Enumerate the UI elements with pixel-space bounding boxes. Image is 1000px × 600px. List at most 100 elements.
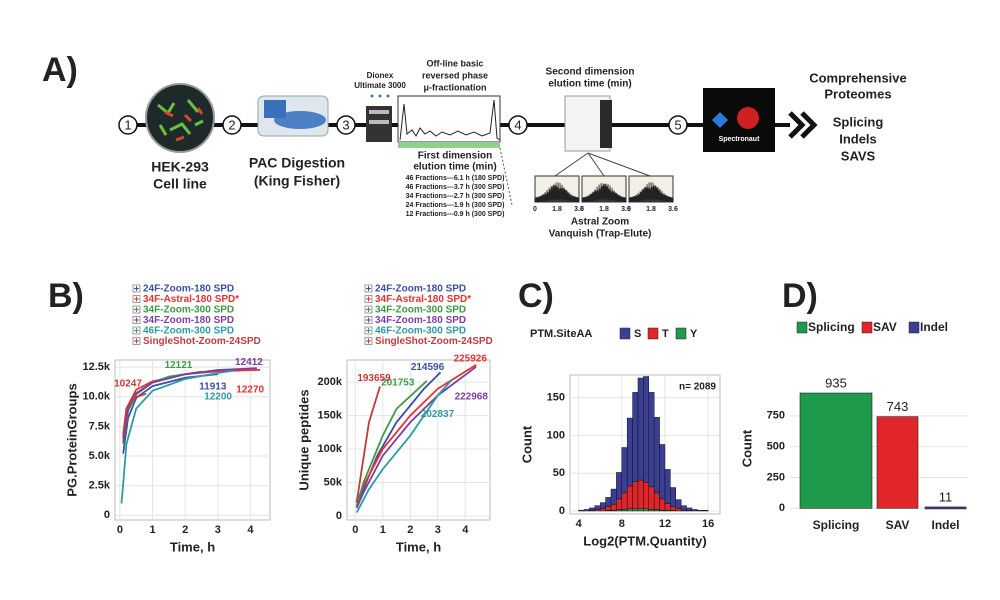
y-tick-label: 5.0k: [89, 450, 111, 462]
y-tick-label: 12.5k: [82, 361, 110, 373]
value-label: 201753: [381, 378, 415, 389]
output-item: Indels: [839, 131, 877, 146]
x-tick-label: 0: [117, 524, 123, 536]
lc-image: [369, 110, 389, 114]
second-dim-label: Second dimension: [546, 67, 635, 78]
fraction-line: 34 Fractions---2.7 h (300 SPD): [406, 193, 505, 200]
arrow: [800, 111, 818, 139]
instrument-label: Vanquish (Trap-Elute): [549, 229, 652, 240]
y-tick-label: 200k: [318, 376, 343, 388]
line: [355, 380, 428, 507]
y-tick-label: 500: [767, 441, 785, 453]
mini-chromatograms: 0 1.8 3.60 1.8 3.60 1.8 3.6: [533, 175, 678, 213]
output-title: Proteomes: [824, 86, 891, 101]
histogram-bar: [605, 506, 612, 511]
output-item: Splicing: [833, 114, 884, 129]
legend-icon: [134, 328, 139, 333]
histogram-bar: [675, 499, 682, 509]
bar: [799, 392, 873, 509]
histogram-bar: [643, 508, 650, 512]
histogram-bar: [675, 508, 682, 512]
digestion-label: PAC Digestion: [249, 155, 345, 171]
bar: [924, 506, 967, 510]
steps: 1 2 3 4 5: [118, 115, 688, 135]
legend-swatch: [619, 327, 631, 340]
legend-icon: [134, 286, 139, 291]
legend-swatch: [861, 321, 873, 334]
legend-icon: [366, 328, 371, 333]
y-tick-label: 7.5k: [89, 420, 111, 432]
step-circle: [222, 115, 242, 135]
software-name: Spectronaut: [719, 136, 761, 143]
lc-dot: [370, 94, 374, 98]
mini-tick-label: 1.8: [552, 206, 562, 213]
histogram-bar: [670, 506, 677, 511]
mini-trace: [628, 182, 674, 203]
value-label: 11913: [199, 382, 227, 393]
value-label: 935: [825, 375, 847, 390]
x-tick-label: 3: [215, 524, 221, 536]
panel-label: C): [518, 277, 554, 315]
legend-icon: [134, 338, 139, 344]
histogram-bar: [578, 509, 585, 512]
x-axis-title: Log2(PTM.Quantity): [583, 533, 707, 548]
software-logo: [737, 107, 759, 129]
legend-label: 34F-Astral-180 SPD*: [143, 294, 239, 305]
histogram-bar: [605, 497, 612, 507]
first-dim-label: First dimension: [418, 151, 492, 162]
value-label: 11: [939, 489, 953, 504]
line: [122, 367, 257, 442]
step-circle: [668, 115, 688, 135]
step-number: 2: [228, 117, 235, 132]
cell-label: Cell line: [153, 176, 207, 192]
value-label: 12121: [165, 360, 193, 371]
legend-label: 34F-Zoom-300 SPD: [143, 305, 234, 316]
histogram-bar: [680, 505, 687, 511]
step-circle: [118, 115, 138, 135]
step-number: 1: [124, 117, 131, 132]
panel-a: A) 0 1.8 3.60 1.8 3.60 1.8 3.6 Spectronaut HEK…: [42, 51, 907, 240]
ms-arrows: [554, 152, 651, 177]
first-dim-band: [398, 142, 500, 148]
mini-tick-label: 1.8: [599, 206, 609, 213]
histogram-bar: [632, 481, 639, 509]
second-dim-label: elution time (min): [548, 79, 631, 90]
annotation: n= 2089: [679, 382, 716, 393]
arrow: [788, 111, 806, 139]
step-number: 3: [342, 117, 349, 132]
legend-label: 34F-Zoom-180 SPD: [143, 315, 234, 326]
y-tick-label: 2.5k: [89, 480, 111, 492]
y-tick-label: 50: [553, 467, 565, 479]
histogram-bar: [632, 508, 639, 512]
mini-trace: [534, 182, 580, 203]
legend-label: Indel: [920, 320, 948, 334]
mini-tick-label: 0: [533, 206, 537, 213]
legend-label: S: [634, 328, 641, 340]
value-label: 202837: [421, 409, 455, 420]
y-tick-label: 750: [767, 410, 785, 422]
histogram-bar: [616, 498, 623, 510]
panel-label: D): [782, 277, 818, 315]
histogram-bar: [599, 502, 606, 509]
histogram-bar: [637, 479, 644, 509]
step-number: 5: [674, 117, 681, 132]
value-label: 12200: [204, 391, 232, 402]
legend-title: PTM.SiteAA: [530, 328, 592, 340]
legend-label: Y: [690, 328, 698, 340]
legend-label: Splicing: [808, 320, 855, 334]
value-label: 10247: [114, 378, 142, 389]
software-logo: [712, 112, 728, 128]
first-dim-label: elution time (min): [413, 162, 496, 173]
histogram-bar: [610, 503, 617, 511]
lc-dot: [386, 94, 390, 98]
histogram-bar: [653, 492, 660, 510]
histogram-bar: [653, 417, 660, 494]
histogram-bar: [616, 472, 623, 500]
output-title: Comprehensive: [809, 70, 907, 85]
histogram-bar: [626, 508, 633, 512]
x-tick-label: Splicing: [813, 518, 860, 532]
mini-tick-label: 0: [627, 206, 631, 213]
y-axis-title: Count: [739, 429, 754, 467]
histogram-bar: [594, 505, 601, 510]
